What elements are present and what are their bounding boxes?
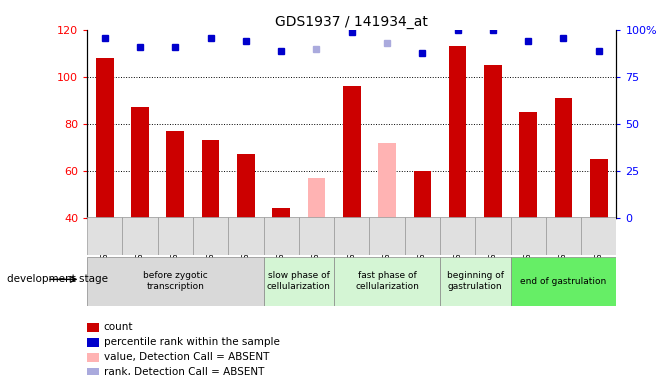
Bar: [334, 217, 369, 255]
Bar: [237, 154, 255, 218]
Bar: [228, 217, 263, 255]
Bar: [449, 46, 466, 217]
Bar: [546, 217, 581, 255]
Bar: [511, 217, 546, 255]
Bar: [378, 142, 396, 218]
Bar: [475, 217, 511, 255]
Bar: [263, 217, 299, 255]
Bar: [87, 257, 263, 306]
Bar: [484, 65, 502, 218]
Bar: [299, 217, 334, 255]
Bar: [334, 257, 440, 306]
Text: rank, Detection Call = ABSENT: rank, Detection Call = ABSENT: [104, 367, 264, 375]
Bar: [581, 217, 616, 255]
Text: before zygotic
transcription: before zygotic transcription: [143, 271, 208, 291]
Bar: [440, 217, 475, 255]
Text: beginning of
gastrulation: beginning of gastrulation: [447, 271, 504, 291]
Bar: [511, 257, 616, 306]
Bar: [96, 58, 114, 217]
Text: slow phase of
cellularization: slow phase of cellularization: [267, 271, 331, 291]
Bar: [87, 217, 123, 255]
Text: count: count: [104, 322, 133, 332]
Bar: [166, 131, 184, 218]
Bar: [343, 86, 360, 218]
Text: percentile rank within the sample: percentile rank within the sample: [104, 337, 280, 347]
Bar: [157, 217, 193, 255]
Bar: [202, 140, 220, 218]
Bar: [193, 217, 228, 255]
Text: end of gastrulation: end of gastrulation: [521, 277, 606, 286]
Bar: [131, 107, 149, 218]
Text: fast phase of
cellularization: fast phase of cellularization: [355, 271, 419, 291]
Bar: [555, 98, 572, 218]
Text: value, Detection Call = ABSENT: value, Detection Call = ABSENT: [104, 352, 269, 362]
Bar: [123, 217, 157, 255]
Title: GDS1937 / 141934_at: GDS1937 / 141934_at: [275, 15, 428, 29]
Bar: [369, 217, 405, 255]
Bar: [272, 208, 290, 218]
Bar: [413, 171, 431, 217]
Bar: [405, 217, 440, 255]
Bar: [590, 159, 608, 218]
Bar: [519, 112, 537, 218]
Bar: [308, 178, 325, 218]
Bar: [440, 257, 511, 306]
Text: development stage: development stage: [7, 274, 108, 284]
Bar: [263, 257, 334, 306]
